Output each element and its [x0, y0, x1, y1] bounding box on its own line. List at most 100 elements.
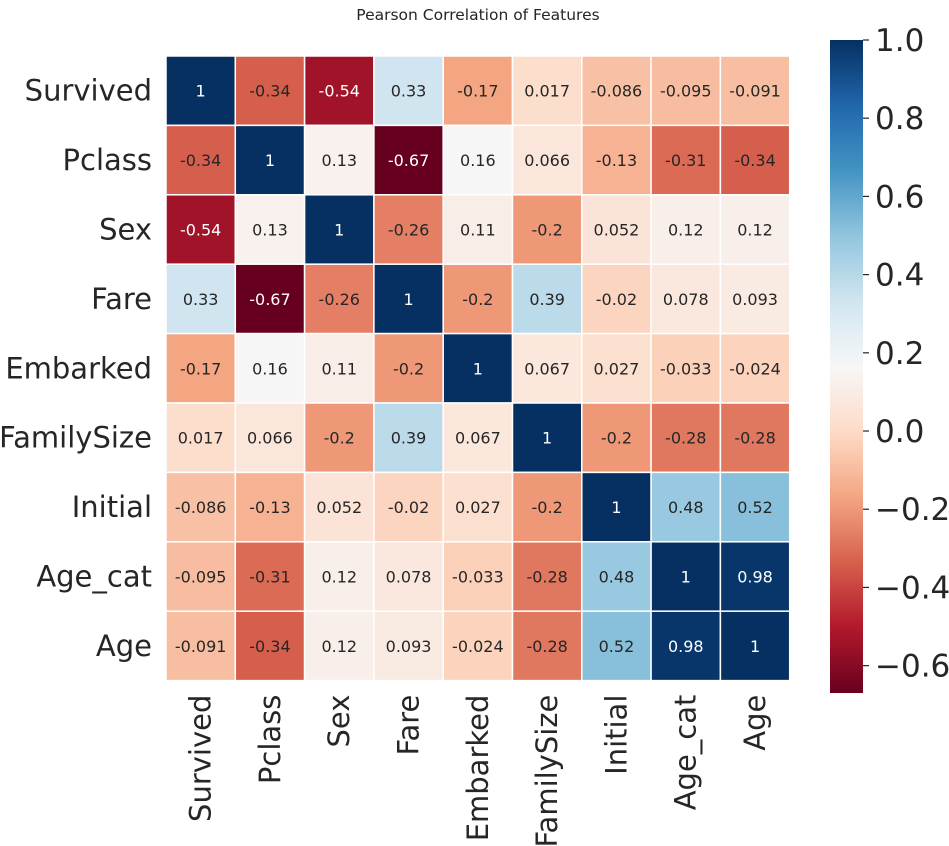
- heatmap-cell: [165, 332, 237, 404]
- heatmap-cell: [165, 541, 237, 612]
- cell-annotation: -0.28: [665, 429, 706, 448]
- row-labels: Survived Pclass Sex Fare Embarked FamilySize I…: [0, 74, 152, 663]
- cell-annotation: 0.12: [321, 568, 357, 587]
- cell-annotation: 0.027: [455, 498, 501, 517]
- cell-annotation: 0.078: [386, 568, 432, 587]
- row-label: FamilySize: [0, 421, 152, 455]
- cell-annotation: 1: [611, 498, 621, 517]
- heatmap-cell: [581, 124, 652, 196]
- cell-annotation: 0.067: [524, 359, 570, 378]
- cell-annotation: -0.13: [596, 151, 637, 170]
- cell-annotation: 1: [265, 151, 275, 170]
- column-label: Pclass: [253, 695, 287, 784]
- heatmap-cell: [165, 610, 237, 682]
- cell-annotation: -0.28: [734, 429, 775, 448]
- cell-annotation: 0.33: [391, 82, 427, 101]
- cell-annotation: -0.54: [180, 221, 221, 240]
- heatmap-cell: [581, 471, 652, 543]
- heatmap-cell: [511, 541, 583, 612]
- heatmap-cells: 1 -0.34 -0.54 0.33 -0.17 0.017 -0.086 -0.095 -0.…: [165, 55, 791, 682]
- cell-annotation: 0.98: [737, 568, 773, 587]
- cell-annotation: -0.34: [249, 637, 290, 656]
- cell-annotation: -0.67: [249, 290, 290, 309]
- colorbar-gradient: [830, 40, 863, 693]
- heatmap-cell: [719, 610, 791, 682]
- cell-annotation: -0.54: [319, 82, 360, 101]
- cell-annotation: -0.095: [175, 568, 227, 587]
- cell-annotation: -0.033: [660, 359, 712, 378]
- cell-annotation: -0.34: [180, 151, 221, 170]
- cell-annotation: 0.017: [178, 429, 224, 448]
- colorbar-tick-label: 0.8: [875, 101, 924, 137]
- colorbar-tick-label: −0.4: [875, 570, 949, 606]
- cell-annotation: 0.052: [316, 498, 362, 517]
- cell-annotation: 0.16: [252, 359, 288, 378]
- cell-annotation: 0.11: [460, 221, 496, 240]
- heatmap-cell: [373, 332, 444, 404]
- heatmap-cell: [719, 541, 791, 612]
- cell-annotation: -0.2: [601, 429, 632, 448]
- cell-annotation: -0.26: [319, 290, 360, 309]
- heatmap-cell: [234, 263, 306, 335]
- heatmap-cell: [581, 610, 652, 682]
- colorbar-tick-label: 0.6: [875, 179, 924, 215]
- heatmap-cell: [373, 402, 444, 474]
- cell-annotation: -0.086: [175, 498, 227, 517]
- heatmap-cell: [719, 402, 791, 474]
- cell-annotation: -0.31: [249, 568, 290, 587]
- cell-annotation: 0.093: [732, 290, 778, 309]
- cell-annotation: -0.13: [249, 498, 290, 517]
- cell-annotation: 0.027: [594, 359, 640, 378]
- cell-annotation: -0.17: [180, 359, 221, 378]
- cell-annotation: 0.078: [663, 290, 709, 309]
- cell-annotation: 0.52: [599, 637, 635, 656]
- cell-annotation: 1: [196, 82, 206, 101]
- cell-annotation: 0.12: [737, 221, 773, 240]
- cell-annotation: 0.067: [455, 429, 501, 448]
- colorbar-tick-label: 1.0: [875, 23, 924, 59]
- heatmap-cell: [442, 541, 514, 612]
- heatmap-cell: [234, 55, 306, 127]
- cell-annotation: -0.091: [729, 82, 781, 101]
- heatmap-cell: [165, 402, 237, 474]
- heatmap-cell: [650, 402, 722, 474]
- heatmap-cell: [165, 55, 237, 127]
- heatmap-cell: [650, 55, 722, 127]
- cell-annotation: 0.093: [386, 637, 432, 656]
- row-label: Age_cat: [36, 560, 152, 594]
- column-label: Initial: [599, 695, 633, 775]
- cell-annotation: -0.2: [462, 290, 493, 309]
- cell-annotation: 0.39: [391, 429, 427, 448]
- cell-annotation: -0.02: [388, 498, 429, 517]
- row-label: Pclass: [63, 143, 152, 177]
- cell-annotation: 0.13: [252, 221, 288, 240]
- column-label: Sex: [322, 695, 356, 748]
- heatmap-cell: [234, 610, 306, 682]
- heatmap-cell: [303, 541, 375, 612]
- cell-annotation: -0.091: [175, 637, 227, 656]
- heatmap-cell: [442, 124, 514, 196]
- heatmap-cell: [511, 55, 583, 127]
- heatmap-cell: [303, 194, 375, 265]
- cell-annotation: -0.086: [591, 82, 643, 101]
- heatmap-cell: [234, 471, 306, 543]
- cell-annotation: 0.48: [599, 568, 635, 587]
- heatmap-cell: [303, 55, 375, 127]
- cell-annotation: -0.2: [324, 429, 355, 448]
- colorbar-tick-label: −0.6: [875, 649, 949, 685]
- cell-annotation: 0.017: [524, 82, 570, 101]
- cell-annotation: 0.052: [594, 221, 640, 240]
- heatmap-cell: [234, 402, 306, 474]
- column-labels: Survived Pclass Sex Fare Embarked FamilySize I…: [184, 695, 772, 846]
- cell-annotation: 0.52: [737, 498, 773, 517]
- heatmap-cell: [165, 471, 237, 543]
- heatmap-cell: [650, 124, 722, 196]
- heatmap-cell: [511, 402, 583, 474]
- column-label: Survived: [184, 695, 218, 822]
- cell-annotation: 1: [473, 359, 483, 378]
- cell-annotation: -0.17: [457, 82, 498, 101]
- row-label: Fare: [91, 282, 152, 316]
- cell-annotation: 0.11: [321, 359, 357, 378]
- cell-annotation: 0.066: [524, 151, 570, 170]
- cell-annotation: 1: [542, 429, 552, 448]
